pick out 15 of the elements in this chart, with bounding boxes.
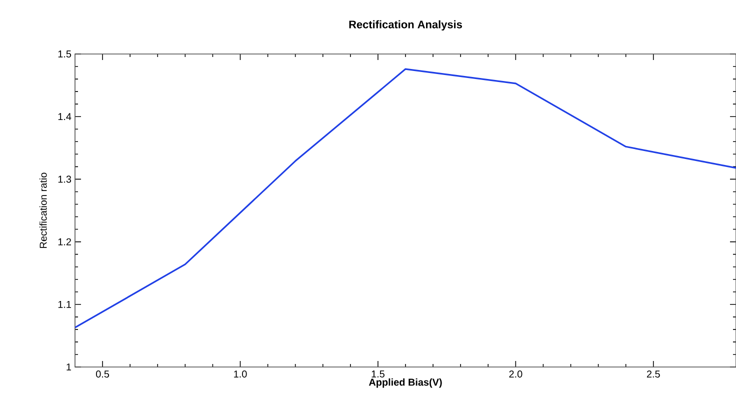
y-tick-label: 1.3 <box>58 176 72 183</box>
y-tick-label: 1.1 <box>58 300 72 308</box>
y-tick-label: 1 <box>66 364 72 370</box>
x-axis-title: Applied Bias(V) <box>368 378 442 388</box>
y-axis-title: Rectification ratio <box>39 172 47 248</box>
y-tick-label: 1.4 <box>58 113 72 120</box>
chart-title: Rectification Analysis <box>349 20 462 30</box>
y-tick-label: 1.5 <box>58 50 72 58</box>
x-tick-label: 2.5 <box>646 370 660 378</box>
x-tick-label: 0.5 <box>96 370 110 378</box>
x-tick-label: 1.5 <box>372 370 384 378</box>
x-tick-label: 2.0 <box>509 370 522 378</box>
line-series <box>75 68 736 328</box>
y-tick-label: 1.2 <box>58 238 71 246</box>
x-tick-label: 1.0 <box>234 370 247 378</box>
